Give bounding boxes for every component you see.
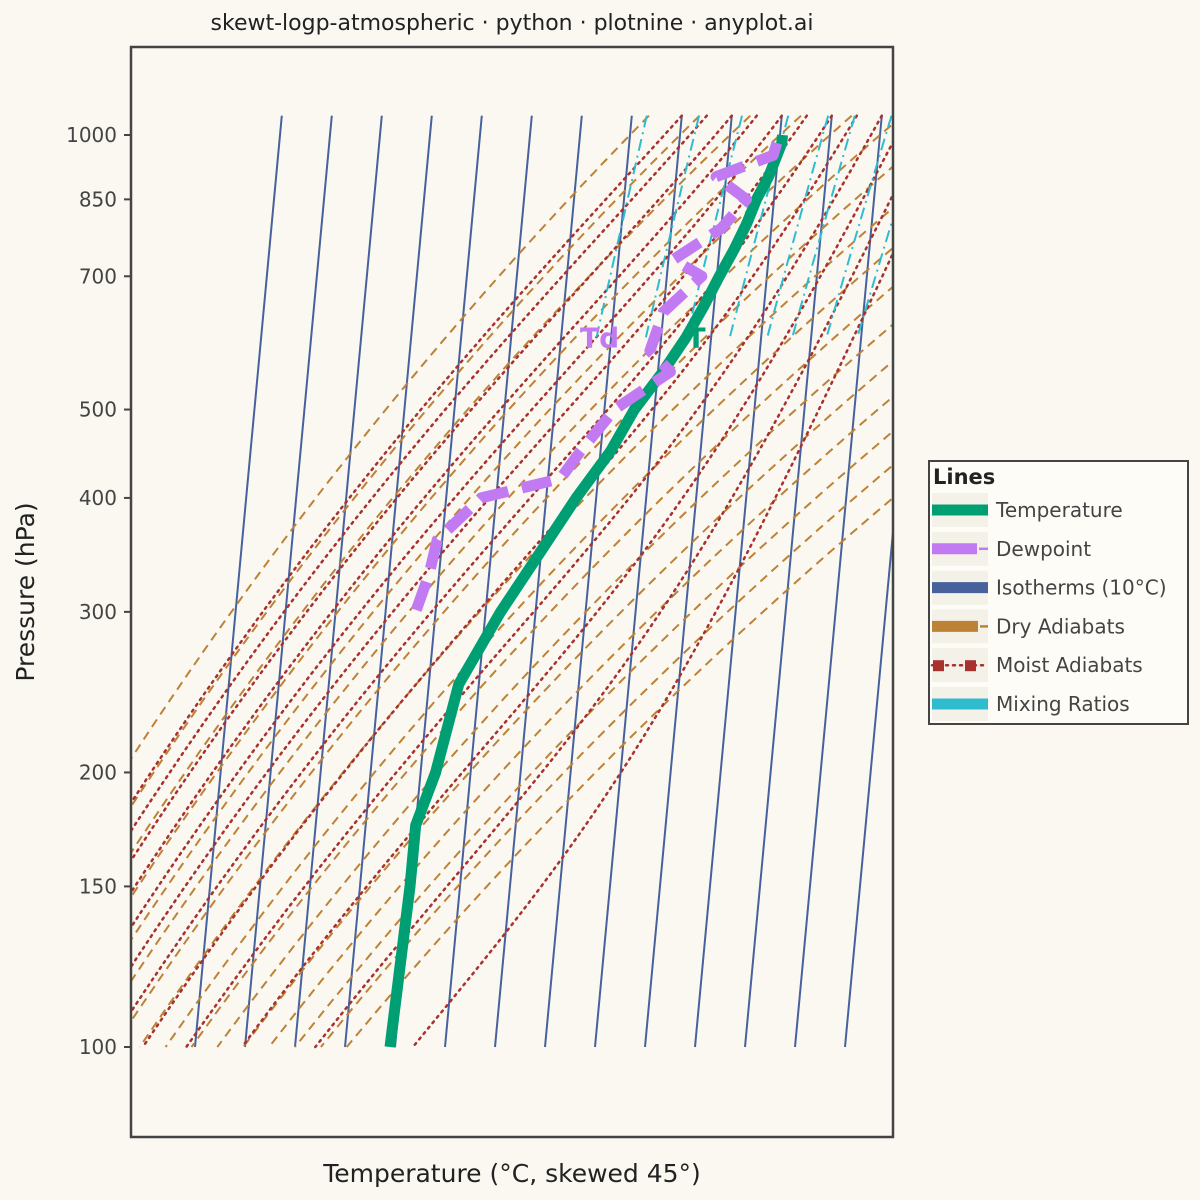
- dry-adiabat-line: [320, 463, 893, 1048]
- legend-label: Dewpoint: [996, 537, 1091, 561]
- x-axis-label: Temperature (°C, skewed 45°): [322, 1159, 701, 1188]
- y-tick-label: 1000: [66, 123, 117, 147]
- y-tick-label: 150: [79, 874, 117, 898]
- sounding-profiles: [384, 134, 788, 1048]
- dry-adiabat-line: [138, 206, 893, 1048]
- legend-key-moist-adiabat-square: [933, 660, 944, 672]
- isotherm-line: [594, 115, 683, 1048]
- moist-adiabat-line: [131, 114, 809, 969]
- mixing-ratio-line: [791, 115, 856, 338]
- legend: Lines Temperature Dewpoint Isotherms (10°C…: [928, 460, 1189, 725]
- y-axis-label: Pressure (hPa): [11, 502, 40, 681]
- y-tick-label: 500: [79, 398, 117, 422]
- mixing-ratio-line: [825, 115, 893, 338]
- legend-title: Lines: [933, 465, 995, 489]
- moist-adiabat-line: [131, 114, 759, 895]
- dry-adiabat-line: [216, 323, 893, 1048]
- temperature-profile-line: [384, 134, 788, 1048]
- isotherm-line: [344, 115, 433, 1048]
- moist-adiabat-line: [185, 114, 884, 1049]
- y-tick-label: 300: [79, 600, 117, 624]
- dry-adiabat-line: [131, 122, 893, 984]
- legend-key-moist-adiabat-square: [965, 660, 976, 672]
- legend-label: Isotherms (10°C): [996, 576, 1167, 600]
- dewpoint-label: Td: [580, 321, 619, 354]
- y-tick-label: 400: [79, 486, 117, 510]
- chart-title: skewt-logp-atmospheric · python · plotni…: [211, 11, 814, 36]
- legend-label: Dry Adiabats: [996, 614, 1125, 638]
- dry-adiabat-line: [190, 285, 893, 1048]
- isotherm-line: [294, 115, 383, 1048]
- moist-adiabat-line: [131, 114, 684, 806]
- dry-adiabat-line: [345, 496, 893, 1048]
- moist-adiabat-line: [314, 191, 893, 1049]
- legend-label: Temperature: [995, 498, 1123, 522]
- mixing-ratio-line: [595, 115, 648, 338]
- dry-adiabat-line: [131, 114, 802, 899]
- mixing-ratio-line: [644, 115, 701, 338]
- plot-panel-border: [129, 45, 895, 1139]
- mixing-ratio-line: [766, 115, 830, 338]
- isotherm-line: [194, 115, 283, 1048]
- moist-adiabat-line: [131, 114, 834, 1015]
- y-tick-label: 100: [79, 1035, 117, 1059]
- isotherm-line: [494, 115, 583, 1048]
- isotherm-line: [844, 521, 893, 1048]
- legend-items: Temperature Dewpoint Isotherms (10°C) Dry A…: [930, 493, 1167, 721]
- mixing-ratio-line: [685, 115, 743, 338]
- dry-adiabat-line: [268, 395, 893, 1048]
- dry-adiabat-line: [131, 114, 701, 809]
- y-tick-label: 200: [79, 761, 117, 785]
- moist-adiabat-line: [240, 139, 893, 1049]
- dry-adiabat-line: [131, 114, 853, 942]
- isotherm-line: [694, 115, 783, 1048]
- isotherm-line: [744, 115, 833, 1048]
- dry-adiabat-line: [294, 429, 893, 1048]
- legend-label: Mixing Ratios: [996, 692, 1130, 716]
- legend-label: Moist Adiabats: [996, 653, 1143, 677]
- y-axis-ticks: 1000 850 700 500 400 300 200 150 100: [66, 123, 131, 1059]
- dry-adiabat-line: [131, 115, 650, 761]
- y-tick-label: 700: [79, 264, 117, 288]
- temperature-label: T: [687, 321, 706, 354]
- moist-adiabat-line: [131, 114, 709, 834]
- dewpoint-profile-line: [410, 141, 783, 614]
- y-tick-label: 850: [79, 187, 117, 211]
- moist-adiabat-line: [141, 114, 859, 1049]
- moist-adiabat-lines: [131, 114, 893, 1049]
- profile-labels: Td T: [580, 321, 706, 354]
- moist-adiabat-line: [131, 114, 734, 863]
- isotherm-line: [444, 115, 533, 1048]
- isotherm-line: [544, 115, 633, 1048]
